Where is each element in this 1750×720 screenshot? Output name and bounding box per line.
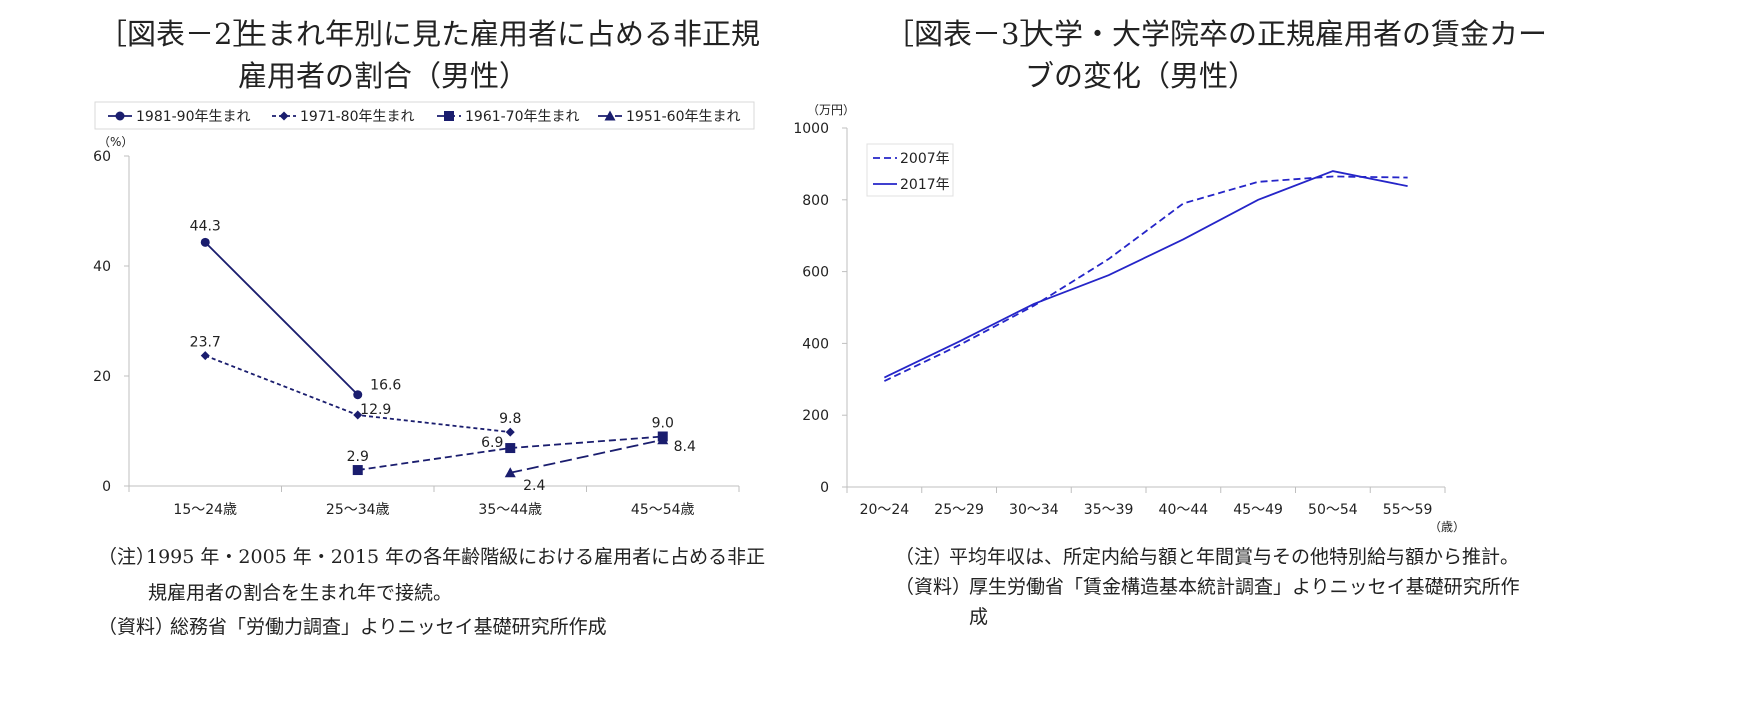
data-label: 23.7 xyxy=(190,335,221,351)
figure-3-chart: （万円） （歳） 0 200 400 600 800 1000 20～24 25～29 30～34 3… xyxy=(793,103,1465,534)
legend-marker xyxy=(444,111,454,121)
legend: 1981-90年生まれ 1971-80年生まれ 1961-70年生まれ 1951-60… xyxy=(94,101,755,130)
figure-2-source-text: 総務省「労働力調査」よりニッセイ基礎研究所作成 xyxy=(170,616,607,638)
legend-label: 1961-70年生まれ xyxy=(465,109,580,125)
series-line xyxy=(883,175,1408,382)
figure-3-source-label: （資料） xyxy=(895,576,972,598)
x-tick-label: 55～59 xyxy=(1383,502,1433,518)
legend-box xyxy=(866,143,954,197)
x-tick-label: 30～34 xyxy=(1009,502,1059,518)
y-tick-label: 1000 xyxy=(793,121,829,137)
legend-entry: 2017年 xyxy=(873,177,950,193)
y-tick-label: 200 xyxy=(802,408,829,424)
series: 2.4 8.4 xyxy=(504,434,696,494)
x-tick-label: 45～49 xyxy=(1233,502,1283,518)
figure-2-source-label: （資料） xyxy=(98,616,175,638)
figure-3-note-label: （注） xyxy=(895,546,953,568)
series xyxy=(883,175,1408,382)
data-point xyxy=(504,467,516,478)
y-tick-label: 800 xyxy=(802,193,829,209)
data-point xyxy=(200,237,210,247)
series: 2.9 6.9 9.0 xyxy=(347,416,674,476)
data-label: 9.0 xyxy=(652,416,674,432)
figure-2-tag: ［図表－2］ xyxy=(98,17,262,51)
x-tick-label: 25～34歳 xyxy=(326,502,390,518)
data-label: 6.9 xyxy=(481,435,503,451)
figure-2-note-line1: 1995 年・2005 年・2015 年の各年齢階級における雇用者に占める非正 xyxy=(146,546,766,568)
data-label: 44.3 xyxy=(190,218,221,234)
y-tick-label: 20 xyxy=(93,369,111,385)
legend-label: 2007年 xyxy=(900,151,950,167)
legend-entry: 1971-80年生まれ xyxy=(272,109,415,125)
x-tick-label: 50～54 xyxy=(1308,502,1358,518)
y-tick-label: 0 xyxy=(102,479,111,495)
y-axis-unit: （万円） xyxy=(807,103,855,117)
x-tick-label: 40～44 xyxy=(1159,502,1209,518)
figure-2-panel: ［図表－2］ 生まれ年別に見た雇用者に占める非正規 雇用者の割合（男性） 198… xyxy=(93,17,766,638)
series-line xyxy=(883,170,1408,379)
data-point xyxy=(657,434,669,445)
y-tick-label: 400 xyxy=(802,336,829,352)
legend-marker xyxy=(115,111,125,121)
figure-3-title-line2: ブの変化（男性） xyxy=(1025,59,1258,93)
series: 44.3 16.6 xyxy=(190,218,401,400)
x-tick-label: 25～29 xyxy=(934,502,984,518)
legend-label: 1971-80年生まれ xyxy=(300,109,415,125)
legend: 2007年 2017年 xyxy=(866,143,954,197)
legend-entry: 1951-60年生まれ xyxy=(598,109,741,125)
data-point xyxy=(353,390,363,400)
figure-3-source-line1: 厚生労働省「賃金構造基本統計調査」よりニッセイ基礎研究所作 xyxy=(969,576,1520,598)
figure-2-note-line2: 規雇用者の割合を生まれ年で接続。 xyxy=(148,582,453,604)
y-axis-unit: （%） xyxy=(98,135,133,149)
legend-entry: 2007年 xyxy=(873,151,950,167)
series-line xyxy=(510,438,663,474)
data-point xyxy=(505,443,516,454)
figure-3-panel: ［図表－3］ 大学・大学院卒の正規雇用者の賃金カー ブの変化（男性） （万円）（… xyxy=(793,0,1750,720)
y-tick-label: 600 xyxy=(802,265,829,281)
legend-marker xyxy=(279,111,289,121)
legend-entry: 1981-90年生まれ xyxy=(108,109,251,125)
x-tick-label: 20～24 xyxy=(860,502,910,518)
data-point xyxy=(200,351,210,361)
x-tick-label: 35～39 xyxy=(1084,502,1134,518)
figure-2-note-label: （注） xyxy=(98,546,156,568)
legend-box xyxy=(94,101,755,130)
y-tick-label: 40 xyxy=(93,259,111,275)
series: 23.7 12.9 9.8 xyxy=(190,335,521,437)
figure-3-tag: ［図表－3］ xyxy=(885,17,1049,51)
figure-2-chart: 1981-90年生まれ 1971-80年生まれ 1961-70年生まれ 1951-60… xyxy=(93,101,755,518)
x-tick-label: 15～24歳 xyxy=(173,502,237,518)
x-tick-label: 45～54歳 xyxy=(631,502,695,518)
legend-label: 1981-90年生まれ xyxy=(136,109,251,125)
legend-label: 1951-60年生まれ xyxy=(626,109,741,125)
legend-label: 2017年 xyxy=(900,177,950,193)
y-tick-label: 0 xyxy=(820,480,829,496)
data-label: 8.4 xyxy=(674,439,696,455)
figure-3-source-line2: 成 xyxy=(969,606,989,628)
data-point xyxy=(352,465,363,476)
data-point xyxy=(353,410,363,420)
figure-2-title-line1: 生まれ年別に見た雇用者に占める非正規 xyxy=(238,17,761,51)
data-label: 2.9 xyxy=(347,449,369,465)
figure-3-note-text: 平均年収は、所定内給与額と年間賞与その他特別給与額から推計。 xyxy=(949,546,1520,568)
legend-marker xyxy=(604,110,616,121)
data-label: 16.6 xyxy=(370,378,401,394)
data-label: 9.8 xyxy=(499,411,521,427)
series-line xyxy=(357,435,663,471)
y-tick-label: 60 xyxy=(93,149,111,165)
series xyxy=(883,170,1408,379)
figure-2-title-line2: 雇用者の割合（男性） xyxy=(238,59,529,93)
series-line xyxy=(204,241,359,396)
legend-entry: 1961-70年生まれ xyxy=(437,109,580,125)
x-tick-label: 35～44歳 xyxy=(478,502,542,518)
data-label: 12.9 xyxy=(360,402,391,418)
data-label: 2.4 xyxy=(523,478,545,494)
x-axis-unit: （歳） xyxy=(1429,520,1465,534)
figure-3-title-line1: 大学・大学院卒の正規雇用者の賃金カー xyxy=(1025,17,1548,51)
data-point xyxy=(505,427,515,437)
